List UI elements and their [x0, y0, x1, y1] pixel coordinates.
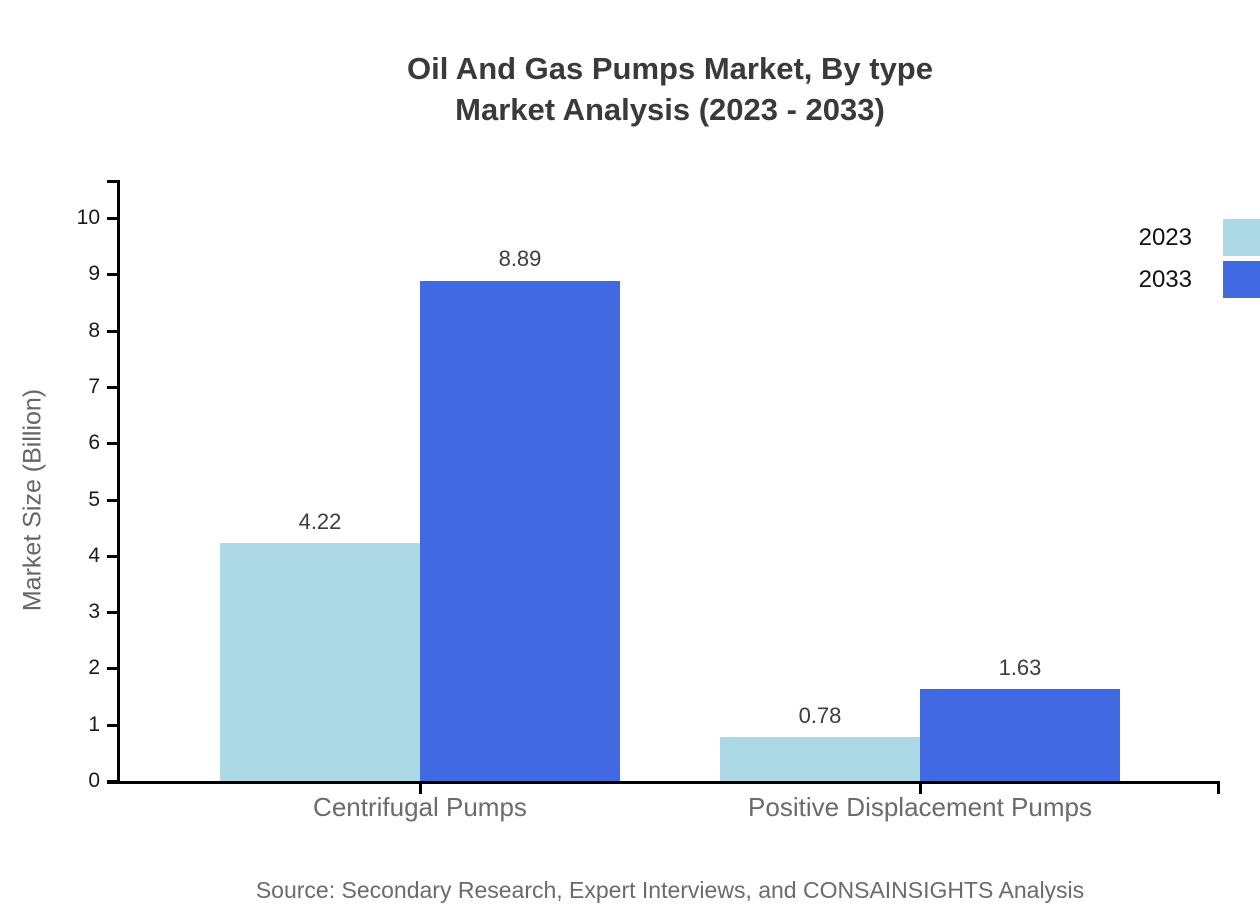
bar-value-label: 8.89	[498, 246, 542, 272]
y-tick-label: 0	[88, 769, 100, 792]
y-tick-mark	[107, 667, 120, 671]
bar-value-label: 4.22	[298, 509, 342, 535]
bar-2023-centrifugal	[220, 543, 420, 781]
y-tick-mark	[107, 217, 120, 220]
x-axis-end-tick	[1217, 781, 1220, 794]
y-tick-mark	[107, 611, 120, 615]
legend-swatch-icon	[1223, 219, 1260, 256]
source-note: Source: Secondary Research, Expert Inter…	[255, 877, 1085, 903]
y-tick-label: 1	[88, 712, 100, 736]
y-tick-label: 3	[88, 600, 100, 624]
y-tick-label: 2	[88, 656, 100, 680]
chart-title: Oil And Gas Pumps Market, By type Market…	[80, 48, 1260, 130]
y-axis-line	[117, 180, 120, 784]
legend-item-2023: 2023	[1139, 219, 1260, 256]
category-label: Positive Displacement Pumps	[748, 792, 1092, 822]
chart-title-line1: Oil And Gas Pumps Market, By type	[407, 51, 933, 86]
y-tick-mark	[107, 273, 120, 277]
legend-item-2033: 2033	[1139, 261, 1260, 298]
legend-label: 2023	[1138, 223, 1192, 251]
legend-swatch-icon	[1223, 261, 1260, 298]
bar-value-label: 1.63	[998, 655, 1042, 681]
y-tick-label: 6	[88, 431, 100, 455]
y-tick-label: 9	[88, 262, 100, 286]
y-axis-top-cap	[107, 180, 120, 183]
category-tick-mark	[419, 781, 422, 794]
y-axis-title: Market Size (Billion)	[18, 388, 47, 612]
bar-2033-positive-displacement	[920, 689, 1120, 781]
bar-2023-positive-displacement	[720, 737, 920, 781]
y-tick-mark	[107, 723, 120, 727]
category-tick-mark	[919, 781, 922, 794]
y-tick-label: 7	[88, 374, 100, 398]
y-tick-label: 10	[76, 206, 100, 229]
bar-value-label: 0.78	[798, 703, 842, 729]
legend-label: 2033	[1138, 265, 1192, 293]
legend: 2023 2033	[1139, 219, 1260, 298]
y-tick-label: 8	[88, 318, 100, 342]
category-label: Centrifugal Pumps	[313, 792, 527, 822]
y-tick-mark	[107, 554, 120, 558]
y-tick-mark	[107, 329, 120, 333]
bar-2033-centrifugal	[420, 280, 620, 781]
y-tick-mark	[107, 780, 120, 783]
y-tick-label: 4	[88, 543, 100, 567]
y-tick-mark	[107, 442, 120, 446]
y-tick-label: 5	[88, 487, 100, 511]
chart-title-line2: Market Analysis (2023 - 2033)	[455, 92, 885, 127]
y-tick-mark	[107, 385, 120, 389]
y-tick-mark	[107, 498, 120, 502]
x-axis-line	[107, 781, 1220, 784]
